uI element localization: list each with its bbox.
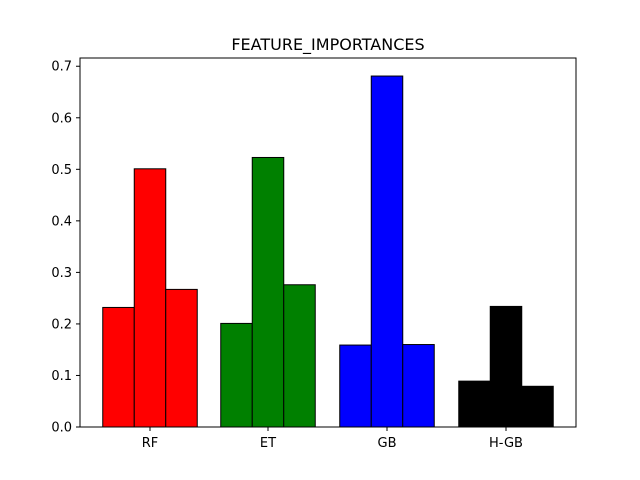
x-tick-label-et: ET <box>260 436 276 451</box>
y-tick-label: 0.2 <box>51 317 72 332</box>
bar-et-2 <box>251 156 285 428</box>
bar-rf-1 <box>102 306 135 428</box>
y-tick-label: 0.4 <box>51 214 72 229</box>
y-tick-label: 0.7 <box>51 60 72 75</box>
bar-gb-1 <box>339 344 372 428</box>
bar-et-3 <box>283 284 316 428</box>
y-tick-label: 0.3 <box>51 266 72 281</box>
bar-gb-2 <box>370 75 404 428</box>
x-tick-label-gb: GB <box>378 436 397 451</box>
bar-rf-3 <box>165 288 198 428</box>
bar-h-gb-1 <box>458 380 491 428</box>
plot-frame <box>79 57 577 428</box>
axes-layer: 0.0 0.1 0.2 0.3 0.4 0.5 0.6 0.7 RF ET GB H-GB <box>51 57 577 451</box>
bar-rf-2 <box>133 168 167 428</box>
y-tick-label: 0.5 <box>51 163 72 178</box>
bar-h-gb-2 <box>489 305 523 428</box>
bar-et-1 <box>220 322 253 428</box>
chart-title: FEATURE_IMPORTANCES <box>231 35 424 55</box>
bars-layer <box>102 75 554 428</box>
bar-h-gb-3 <box>521 385 554 428</box>
y-tick-label: 0.6 <box>51 111 72 126</box>
y-tick-label: 0.1 <box>51 369 72 384</box>
bar-gb-3 <box>402 344 435 428</box>
x-tick-label-h-gb: H-GB <box>489 436 523 451</box>
y-tick-label: 0.0 <box>51 421 72 436</box>
x-tick-label-rf: RF <box>142 436 159 451</box>
